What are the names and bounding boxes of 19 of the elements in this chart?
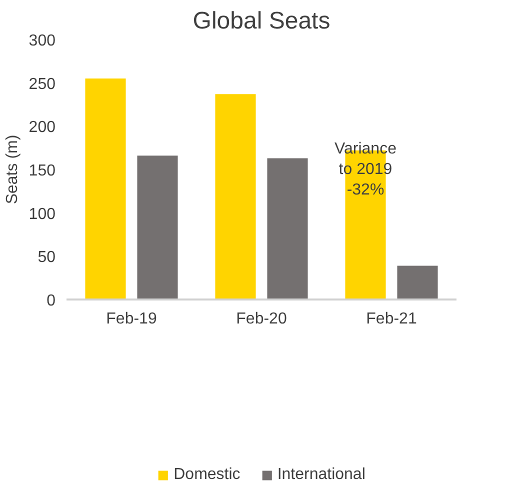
x-tick-label: Feb-19: [106, 310, 157, 328]
y-tick-label: 150: [28, 162, 56, 180]
y-axis-title: Seats (m): [4, 134, 21, 204]
legend-label: Domestic: [174, 466, 240, 482]
legend-label: International: [277, 466, 366, 482]
y-tick-label: 100: [28, 206, 56, 223]
y-tick-label: 50: [38, 249, 56, 266]
y-tick-label: 250: [28, 76, 56, 93]
bar: [267, 158, 308, 300]
x-tick-label: Feb-21: [366, 310, 417, 328]
x-tick-label: Feb-20: [236, 310, 287, 328]
y-tick-label: 0: [46, 292, 56, 310]
bar: [137, 156, 178, 300]
bar: [397, 266, 438, 300]
y-tick-label: 200: [28, 119, 56, 136]
bar: [215, 94, 256, 300]
y-tick-label: 300: [28, 32, 56, 50]
bar: [85, 78, 126, 300]
chart-title: Global Seats: [192, 8, 330, 34]
